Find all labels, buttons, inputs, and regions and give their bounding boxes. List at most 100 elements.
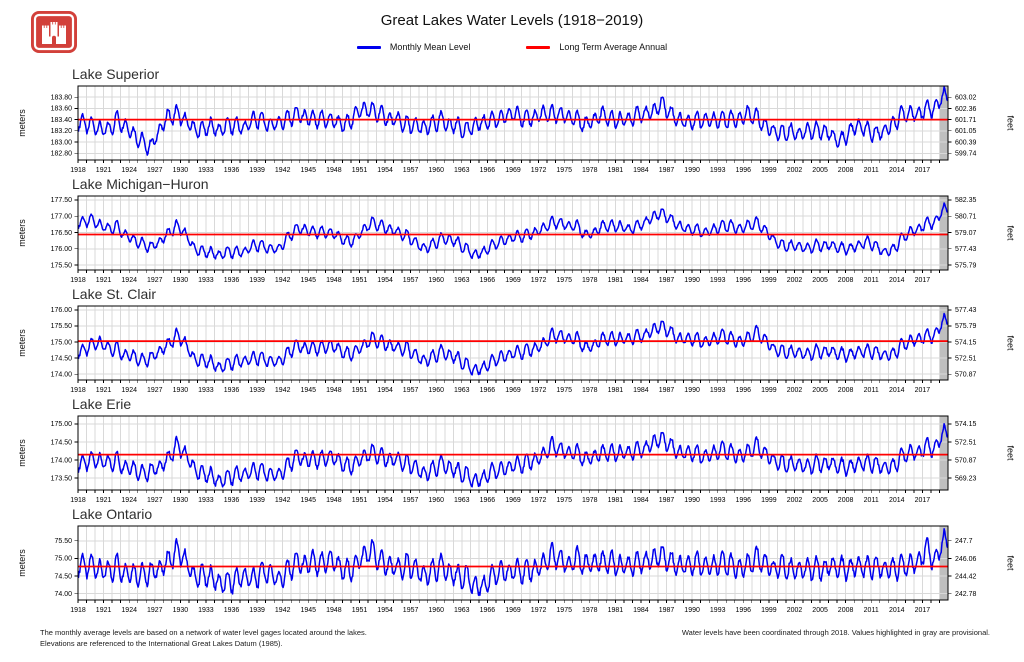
svg-text:2002: 2002 bbox=[787, 497, 803, 504]
lake-panel-superior: Lake Superior meters feet 1918 1921 1924 19… bbox=[0, 66, 1024, 176]
svg-text:1978: 1978 bbox=[582, 607, 598, 614]
footer-note-right: Water levels have been coordinated throu… bbox=[681, 628, 990, 637]
svg-text:577.43: 577.43 bbox=[955, 246, 977, 253]
svg-text:1984: 1984 bbox=[633, 607, 649, 614]
svg-text:580.71: 580.71 bbox=[955, 214, 977, 221]
svg-text:1957: 1957 bbox=[403, 277, 419, 284]
svg-text:2014: 2014 bbox=[889, 277, 905, 284]
svg-text:183.40: 183.40 bbox=[51, 117, 73, 124]
svg-text:1975: 1975 bbox=[556, 277, 572, 284]
svg-text:2017: 2017 bbox=[915, 167, 931, 174]
svg-text:1972: 1972 bbox=[531, 607, 547, 614]
svg-text:1966: 1966 bbox=[480, 387, 496, 394]
svg-text:582.35: 582.35 bbox=[955, 197, 977, 204]
svg-text:1990: 1990 bbox=[684, 387, 700, 394]
svg-text:1930: 1930 bbox=[173, 607, 189, 614]
svg-text:1933: 1933 bbox=[198, 607, 214, 614]
svg-text:574.15: 574.15 bbox=[955, 421, 977, 428]
svg-text:602.36: 602.36 bbox=[955, 106, 977, 113]
svg-text:1990: 1990 bbox=[684, 497, 700, 504]
svg-text:2017: 2017 bbox=[915, 277, 931, 284]
svg-text:572.51: 572.51 bbox=[955, 439, 977, 446]
svg-text:1933: 1933 bbox=[198, 167, 214, 174]
svg-text:1918: 1918 bbox=[70, 607, 86, 614]
svg-text:570.87: 570.87 bbox=[955, 457, 977, 464]
svg-text:1957: 1957 bbox=[403, 387, 419, 394]
svg-text:174.00: 174.00 bbox=[51, 457, 73, 464]
svg-text:2011: 2011 bbox=[864, 497, 879, 504]
legend-item-monthly: Monthly Mean Level bbox=[356, 42, 470, 52]
legend-item-average: Long Term Average Annual bbox=[526, 42, 667, 52]
svg-text:1963: 1963 bbox=[454, 167, 470, 174]
svg-text:1954: 1954 bbox=[377, 387, 393, 394]
svg-text:1975: 1975 bbox=[556, 387, 572, 394]
svg-text:1933: 1933 bbox=[198, 277, 214, 284]
svg-text:1930: 1930 bbox=[173, 167, 189, 174]
svg-text:601.71: 601.71 bbox=[955, 117, 977, 124]
svg-text:1930: 1930 bbox=[173, 387, 189, 394]
svg-text:242.78: 242.78 bbox=[955, 591, 977, 598]
svg-text:1921: 1921 bbox=[96, 607, 112, 614]
svg-text:176.50: 176.50 bbox=[51, 230, 73, 237]
svg-text:569.23: 569.23 bbox=[955, 475, 977, 482]
svg-text:247.7: 247.7 bbox=[955, 538, 973, 545]
svg-text:1975: 1975 bbox=[556, 497, 572, 504]
svg-text:1993: 1993 bbox=[710, 607, 726, 614]
svg-text:2014: 2014 bbox=[889, 497, 905, 504]
svg-text:1981: 1981 bbox=[608, 387, 624, 394]
svg-text:574.15: 574.15 bbox=[955, 339, 977, 346]
svg-text:2014: 2014 bbox=[889, 607, 905, 614]
svg-text:183.20: 183.20 bbox=[51, 128, 73, 135]
svg-text:183.00: 183.00 bbox=[51, 139, 73, 146]
svg-text:2005: 2005 bbox=[812, 277, 828, 284]
svg-text:1945: 1945 bbox=[301, 277, 317, 284]
svg-text:1984: 1984 bbox=[633, 387, 649, 394]
svg-text:1990: 1990 bbox=[684, 167, 700, 174]
svg-text:1975: 1975 bbox=[556, 607, 572, 614]
lake-title: Lake Erie bbox=[72, 396, 132, 412]
svg-text:1972: 1972 bbox=[531, 387, 547, 394]
svg-text:1999: 1999 bbox=[761, 277, 777, 284]
svg-text:1987: 1987 bbox=[659, 167, 675, 174]
svg-text:1981: 1981 bbox=[608, 167, 624, 174]
svg-text:2002: 2002 bbox=[787, 607, 803, 614]
svg-text:1999: 1999 bbox=[761, 497, 777, 504]
svg-text:1999: 1999 bbox=[761, 167, 777, 174]
svg-text:1987: 1987 bbox=[659, 497, 675, 504]
svg-text:2011: 2011 bbox=[864, 387, 879, 394]
svg-text:1969: 1969 bbox=[505, 387, 521, 394]
svg-text:1963: 1963 bbox=[454, 607, 470, 614]
svg-text:1951: 1951 bbox=[352, 167, 368, 174]
svg-text:1918: 1918 bbox=[70, 167, 86, 174]
svg-text:1966: 1966 bbox=[480, 497, 496, 504]
footer-note-gages: The monthly average levels are based on … bbox=[40, 628, 367, 637]
svg-text:1981: 1981 bbox=[608, 607, 624, 614]
svg-text:1999: 1999 bbox=[761, 387, 777, 394]
svg-text:1942: 1942 bbox=[275, 387, 291, 394]
svg-text:1963: 1963 bbox=[454, 497, 470, 504]
svg-text:1960: 1960 bbox=[428, 167, 444, 174]
svg-text:1957: 1957 bbox=[403, 607, 419, 614]
lake-panel-michigan-huron: Lake Michigan−Huron meters feet 1918 1921… bbox=[0, 176, 1024, 286]
svg-text:1945: 1945 bbox=[301, 607, 317, 614]
svg-text:603.02: 603.02 bbox=[955, 95, 977, 102]
page-title: Great Lakes Water Levels (1918−2019) bbox=[380, 12, 644, 29]
svg-text:1969: 1969 bbox=[505, 497, 521, 504]
svg-text:1924: 1924 bbox=[121, 607, 137, 614]
svg-text:2002: 2002 bbox=[787, 167, 803, 174]
svg-text:2002: 2002 bbox=[787, 277, 803, 284]
svg-text:1921: 1921 bbox=[96, 167, 112, 174]
svg-text:1966: 1966 bbox=[480, 277, 496, 284]
svg-text:75.00: 75.00 bbox=[54, 556, 72, 563]
svg-text:1993: 1993 bbox=[710, 387, 726, 394]
svg-text:2017: 2017 bbox=[915, 387, 931, 394]
svg-text:1930: 1930 bbox=[173, 277, 189, 284]
michigan-huron-chart: 1918 1921 1924 1927 1930 1933 1936 1939 1942 1945… bbox=[51, 195, 977, 284]
st-clair-chart: 1918 1921 1924 1927 1930 1933 1936 1939 1942 1945… bbox=[51, 305, 977, 394]
svg-text:1936: 1936 bbox=[224, 387, 240, 394]
svg-text:1993: 1993 bbox=[710, 277, 726, 284]
lake-title: Lake Superior bbox=[72, 66, 160, 82]
svg-text:1939: 1939 bbox=[249, 607, 265, 614]
svg-text:1960: 1960 bbox=[428, 387, 444, 394]
superior-chart: 1918 1921 1924 1927 1930 1933 1936 1939 1942 1945… bbox=[51, 85, 977, 174]
